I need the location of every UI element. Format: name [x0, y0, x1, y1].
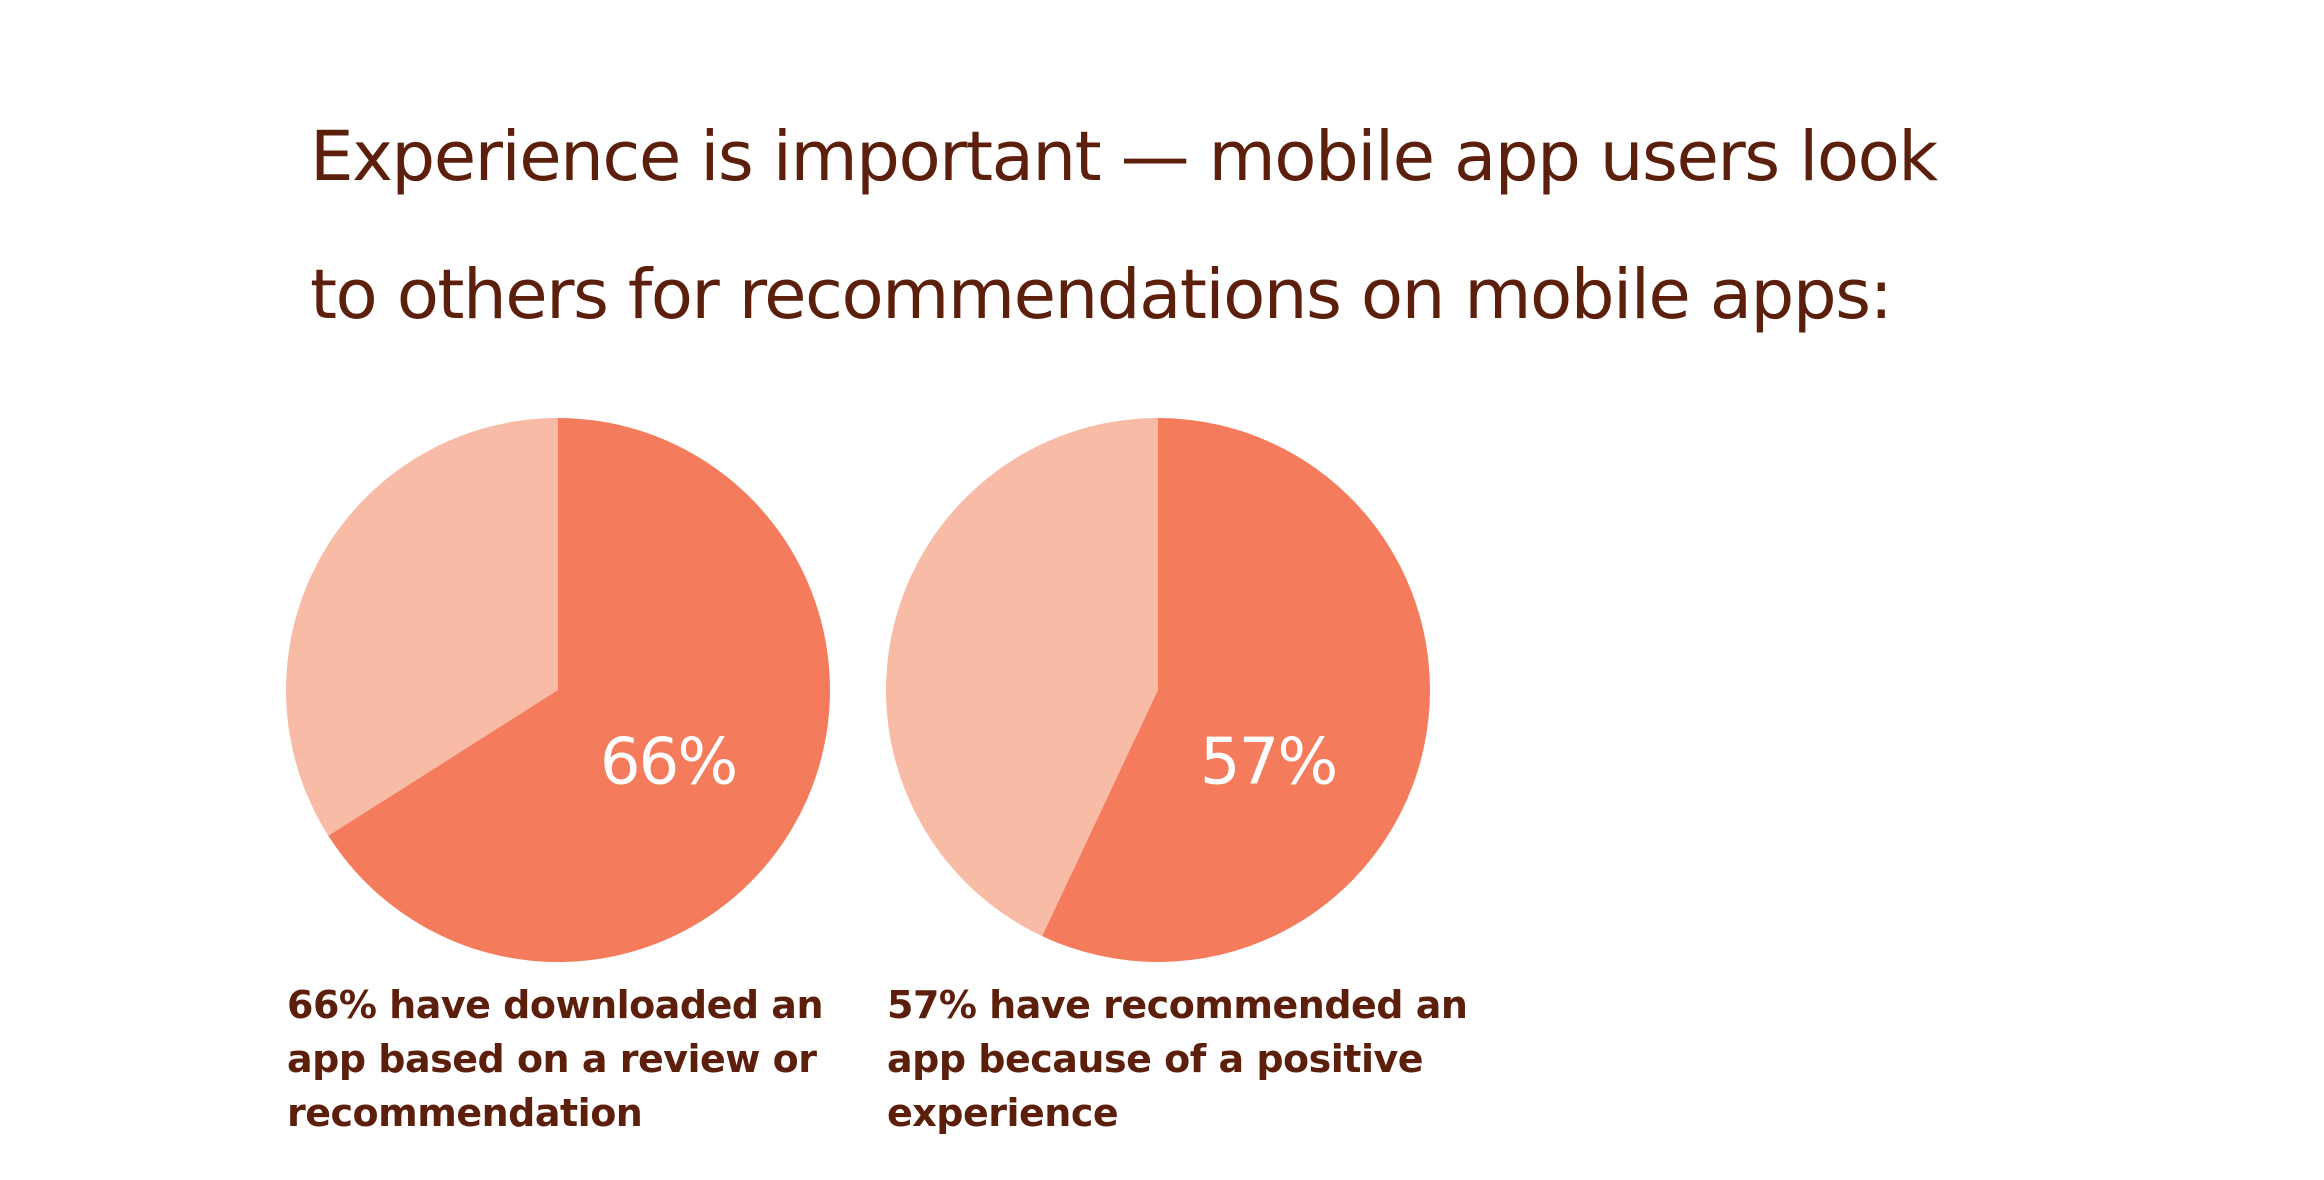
caption-line: recommendation [287, 1091, 643, 1135]
caption-line: 66% have downloaded an [287, 983, 824, 1027]
pie-center-label: 66% [600, 726, 736, 800]
pie-chart-recommended: 57% [886, 418, 1431, 963]
headline: Experience is important — mobile app use… [310, 88, 2210, 364]
pie-chart-downloaded: 66% [286, 418, 831, 962]
headline-line-2: to others for recommendations on mobile … [310, 255, 1893, 335]
pie-center-label: 57% [1200, 726, 1336, 800]
caption-line: experience [887, 1091, 1119, 1135]
caption-line: app based on a review or [287, 1037, 817, 1081]
headline-line-1: Experience is important — mobile app use… [310, 117, 1938, 197]
pie-slice-main [1042, 418, 1431, 963]
caption-line: 57% have recommended an [887, 983, 1468, 1027]
pie-slice-rest [886, 418, 1158, 937]
pie-caption-downloaded: 66% have downloaded an app based on a re… [287, 978, 824, 1140]
caption-line: app because of a positive [887, 1037, 1424, 1081]
pie-caption-recommended: 57% have recommended an app because of a… [887, 978, 1468, 1140]
pie-slice-main [328, 418, 831, 962]
pie-slice-rest [286, 418, 558, 836]
